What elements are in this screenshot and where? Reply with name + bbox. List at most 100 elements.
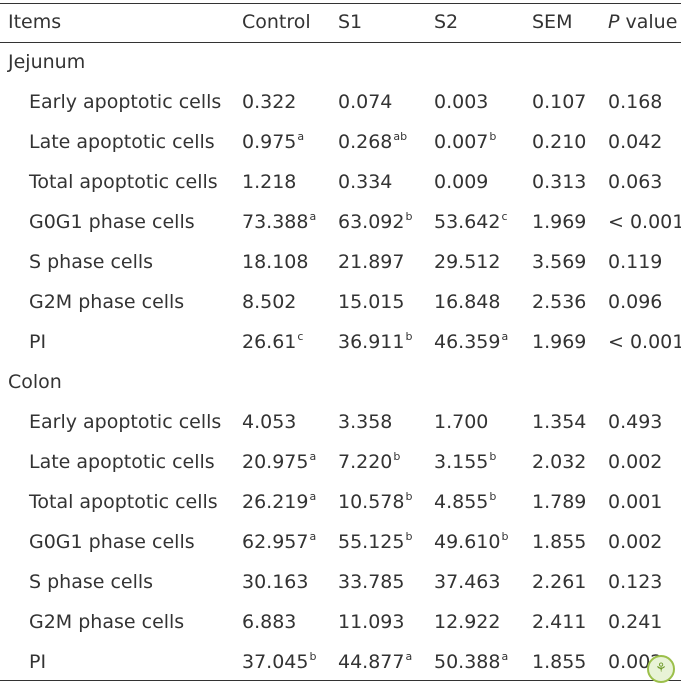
s2-value: 37.463 <box>434 571 501 593</box>
sem-value: 2.032 <box>532 451 587 473</box>
s2-cell: 46.359a <box>434 322 508 365</box>
s2-value: 46.359 <box>434 331 501 353</box>
control-superscript: a <box>309 490 317 503</box>
s1-cell: 11.093 <box>338 602 404 642</box>
control-superscript: a <box>297 130 305 143</box>
s2-value: 53.642 <box>434 211 501 233</box>
control-cell: 18.108 <box>242 242 308 282</box>
s2-cell: 16.848 <box>434 282 500 322</box>
s2-value: 29.512 <box>434 251 501 273</box>
row-label: PI <box>29 651 47 673</box>
s1-superscript: b <box>405 330 413 343</box>
s1-value: 3.358 <box>338 411 393 433</box>
control-value: 6.883 <box>242 611 297 633</box>
control-cell: 26.219a <box>242 482 316 525</box>
header-p-value: P value <box>608 2 677 42</box>
s1-value: 0.268 <box>338 131 393 153</box>
row-label: S phase cells <box>29 251 154 273</box>
s2-superscript: b <box>489 450 497 463</box>
s2-cell: 12.922 <box>434 602 500 642</box>
p-value: < 0.001 <box>608 331 681 353</box>
s2-cell: 37.463 <box>434 562 500 602</box>
row-label: Early apoptotic cells <box>29 411 222 433</box>
p-value: 0.493 <box>608 411 663 433</box>
row-label: G2M phase cells <box>29 291 185 313</box>
s1-value: 15.015 <box>338 291 405 313</box>
sem-value: 2.536 <box>532 291 587 313</box>
row-label: Late apoptotic cells <box>29 131 215 153</box>
control-cell: 62.957a <box>242 522 316 565</box>
control-cell: 1.218 <box>242 162 296 202</box>
header-control: Control <box>242 11 311 33</box>
s2-cell: 0.003 <box>434 82 488 122</box>
control-value: 30.163 <box>242 571 309 593</box>
s2-value: 0.007 <box>434 131 489 153</box>
table-bottom-rule <box>0 680 681 681</box>
sem-value: 0.107 <box>532 91 587 113</box>
row-label: G0G1 phase cells <box>29 531 195 553</box>
row-label: Early apoptotic cells <box>29 91 222 113</box>
control-cell: 37.045b <box>242 642 316 685</box>
s1-superscript: b <box>405 210 413 223</box>
control-cell: 8.502 <box>242 282 296 322</box>
control-value: 62.957 <box>242 531 309 553</box>
s2-cell: 29.512 <box>434 242 500 282</box>
s2-superscript: b <box>489 130 497 143</box>
s2-superscript: b <box>489 490 497 503</box>
s2-superscript: a <box>501 650 509 663</box>
s2-cell: 1.700 <box>434 402 488 442</box>
p-value: 0.123 <box>608 571 663 593</box>
control-superscript: a <box>309 450 317 463</box>
control-superscript: b <box>309 650 317 663</box>
control-value: 20.975 <box>242 451 309 473</box>
sem-value: 0.210 <box>532 131 587 153</box>
s2-cell: 50.388a <box>434 642 508 685</box>
control-cell: 20.975a <box>242 442 316 485</box>
s2-cell: 4.855b <box>434 482 496 525</box>
section-title: Jejunum <box>8 51 86 73</box>
s1-superscript: ab <box>393 130 408 143</box>
table-row: Late apoptotic cells 0.975a 0.268ab 0.007b 0… <box>0 122 681 162</box>
table-row: Early apoptotic cells 4.053 3.358 1.700 1.35… <box>0 402 681 442</box>
s1-cell: 63.092b <box>338 202 412 245</box>
header-sem: SEM <box>532 11 573 33</box>
row-label: G0G1 phase cells <box>29 211 195 233</box>
row-label: Late apoptotic cells <box>29 451 215 473</box>
sem-value: 3.569 <box>532 251 587 273</box>
s2-cell: 0.009 <box>434 162 488 202</box>
s2-value: 1.700 <box>434 411 489 433</box>
p-value: 0.168 <box>608 91 663 113</box>
s2-value: 0.009 <box>434 171 489 193</box>
control-cell: 26.61c <box>242 322 303 365</box>
table-header-row: Items Control S1 S2 SEM P value <box>0 2 681 42</box>
sem-value: 1.855 <box>532 651 587 673</box>
section-row: Jejunum <box>0 42 681 82</box>
table-row: S phase cells 18.108 21.897 29.512 3.569 0.11… <box>0 242 681 282</box>
control-cell: 6.883 <box>242 602 296 642</box>
header-items: Items <box>8 11 62 33</box>
s1-superscript: b <box>393 450 401 463</box>
control-superscript: a <box>309 530 317 543</box>
s1-cell: 3.358 <box>338 402 392 442</box>
row-label: Total apoptotic cells <box>29 171 218 193</box>
sem-value: 2.261 <box>532 571 587 593</box>
s2-superscript: b <box>501 530 509 543</box>
s1-cell: 55.125b <box>338 522 412 565</box>
s1-value: 33.785 <box>338 571 405 593</box>
table-row: Total apoptotic cells 1.218 0.334 0.009 0.31… <box>0 162 681 202</box>
section-title: Colon <box>8 371 62 393</box>
control-value: 1.218 <box>242 171 297 193</box>
control-value: 0.322 <box>242 91 297 113</box>
s1-value: 36.911 <box>338 331 405 353</box>
table-row: G2M phase cells 8.502 15.015 16.848 2.536 0.0… <box>0 282 681 322</box>
table-row: G2M phase cells 6.883 11.093 12.922 2.411 0.2… <box>0 602 681 642</box>
p-value: 0.042 <box>608 131 663 153</box>
header-s2: S2 <box>434 11 459 33</box>
s1-value: 11.093 <box>338 611 405 633</box>
s1-value: 10.578 <box>338 491 405 513</box>
header-p-rest: value <box>619 11 678 33</box>
s1-cell: 33.785 <box>338 562 404 602</box>
control-value: 4.053 <box>242 411 297 433</box>
s2-value: 50.388 <box>434 651 501 673</box>
table-row: PI 37.045b 44.877a 50.388a 1.855 0.002 <box>0 642 681 682</box>
